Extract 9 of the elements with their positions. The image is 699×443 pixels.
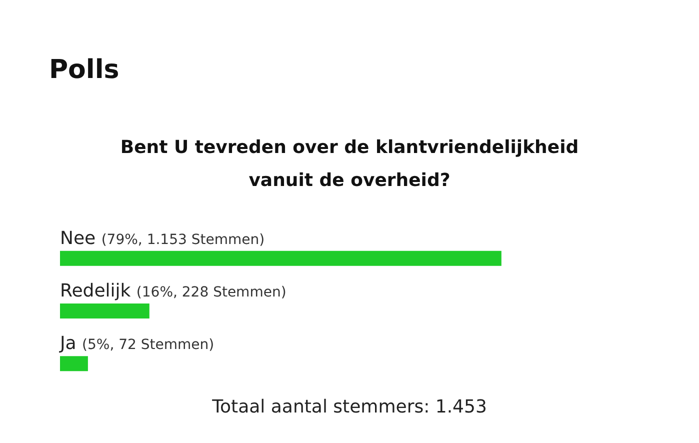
y-tick-label: Redelijk xyxy=(60,280,132,302)
y-tick-label: Ja xyxy=(59,333,76,354)
data-label: (79%, 1.153 Stemmen) xyxy=(101,232,265,248)
y-tick-label: Nee xyxy=(60,228,96,249)
chart-subtitle: Bent U tevreden over de klantvriendelijkheid vanuit de overheid? xyxy=(120,137,579,191)
text: Totaal aantal stemmers: 1.453 xyxy=(211,396,487,418)
data-label: (16%, 228 Stemmen) xyxy=(136,284,286,300)
data-label: (5%, 72 Stemmen) xyxy=(82,337,214,354)
chart-title: Polls xyxy=(49,55,120,85)
